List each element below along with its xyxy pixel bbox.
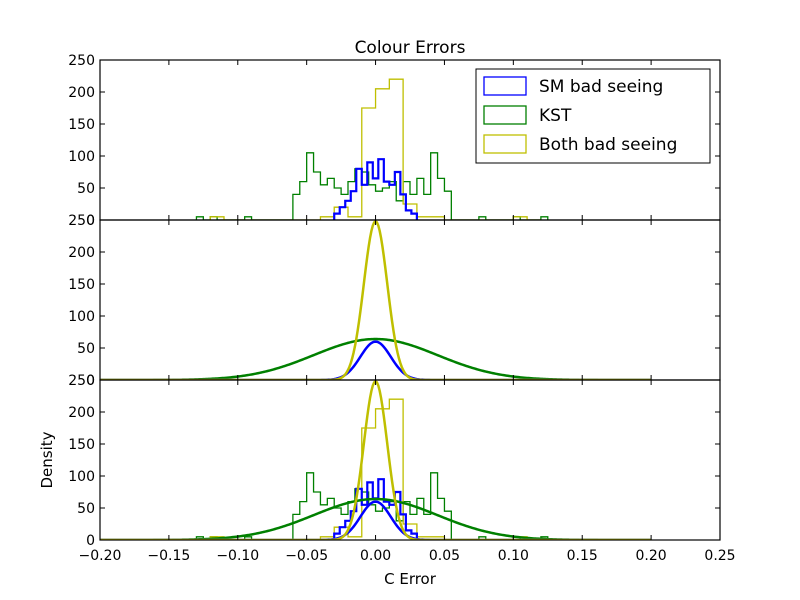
y-tick-label: 150 <box>68 277 95 293</box>
plot-area <box>100 220 652 380</box>
histogram-kst <box>195 152 549 220</box>
panel-combined: 0 50 100 150 200 250 <box>68 373 721 549</box>
x-axis-ticks: −0.20 −0.15 −0.10 −0.05 0.00 0.05 0.10 0.15 0.20… <box>79 548 736 564</box>
y-tick-label: 250 <box>68 213 95 229</box>
x-tick-label: −0.20 <box>79 548 122 564</box>
histogram-sm-bad-seeing <box>333 158 418 220</box>
y-tick-label: 200 <box>68 245 95 261</box>
x-tick-label: −0.15 <box>147 548 190 564</box>
histogram-kst <box>195 472 549 540</box>
x-tick-label: 0.05 <box>429 548 460 564</box>
y-tick-label: 250 <box>68 53 95 69</box>
legend-swatch-both-bad-seeing <box>483 134 527 154</box>
histogram-both-bad-seeing <box>209 398 541 540</box>
x-tick-label: 0.10 <box>498 548 529 564</box>
y-tick-label: 50 <box>77 181 95 197</box>
legend-swatch-sm-bad-seeing <box>483 76 527 96</box>
y-tick-label: 200 <box>68 405 95 421</box>
y-axis-label: Density <box>38 431 56 488</box>
gaussian-fit-kst <box>100 337 652 380</box>
plot-area <box>195 78 549 220</box>
legend-swatch-kst <box>483 105 527 125</box>
y-tick-label: 150 <box>68 117 95 133</box>
legend-box <box>475 68 711 164</box>
x-tick-label: 0.15 <box>567 548 598 564</box>
y-tick-label: 100 <box>68 149 95 165</box>
gaussian-fit-sm-bad-seeing <box>100 340 652 380</box>
y-tick-label: 0 <box>86 533 95 549</box>
gaussian-fit-both-bad-seeing <box>100 380 652 540</box>
y-tick-label: 0 <box>86 213 95 229</box>
y-tick-label: 150 <box>68 437 95 453</box>
x-axis-label: C Error <box>384 570 437 588</box>
y-tick-label: 100 <box>68 469 95 485</box>
gaussian-fit-both-bad-seeing <box>100 220 652 380</box>
gaussian-fit-sm-bad-seeing <box>100 500 652 540</box>
y-tick-label: 50 <box>77 501 95 517</box>
x-tick-label: −0.05 <box>285 548 328 564</box>
x-tick-label: 0.20 <box>636 548 667 564</box>
y-tick-label: 100 <box>68 309 95 325</box>
x-tick-label: 0.00 <box>360 548 391 564</box>
y-tick-label: 50 <box>77 341 95 357</box>
chart-title: Colour Errors <box>355 38 466 58</box>
legend-label-sm-bad-seeing: SM bad seeing <box>539 77 663 97</box>
legend-label-kst: KST <box>539 106 572 126</box>
y-tick-label: 200 <box>68 85 95 101</box>
axes-frame <box>99 219 721 381</box>
axes-frame <box>99 379 721 541</box>
x-tick-label: 0.25 <box>704 548 735 564</box>
panel-gaussian-fits: 0 50 100 150 200 250 <box>68 213 721 389</box>
plot-area <box>100 380 652 540</box>
x-tick-label: −0.10 <box>216 548 259 564</box>
y-tick-label: 0 <box>86 373 95 389</box>
legend: SM bad seeing KST Both bad seeing <box>475 68 711 164</box>
y-tick-label: 250 <box>68 373 95 389</box>
legend-label-both-bad-seeing: Both bad seeing <box>539 135 677 155</box>
histogram-both-bad-seeing <box>209 78 541 220</box>
